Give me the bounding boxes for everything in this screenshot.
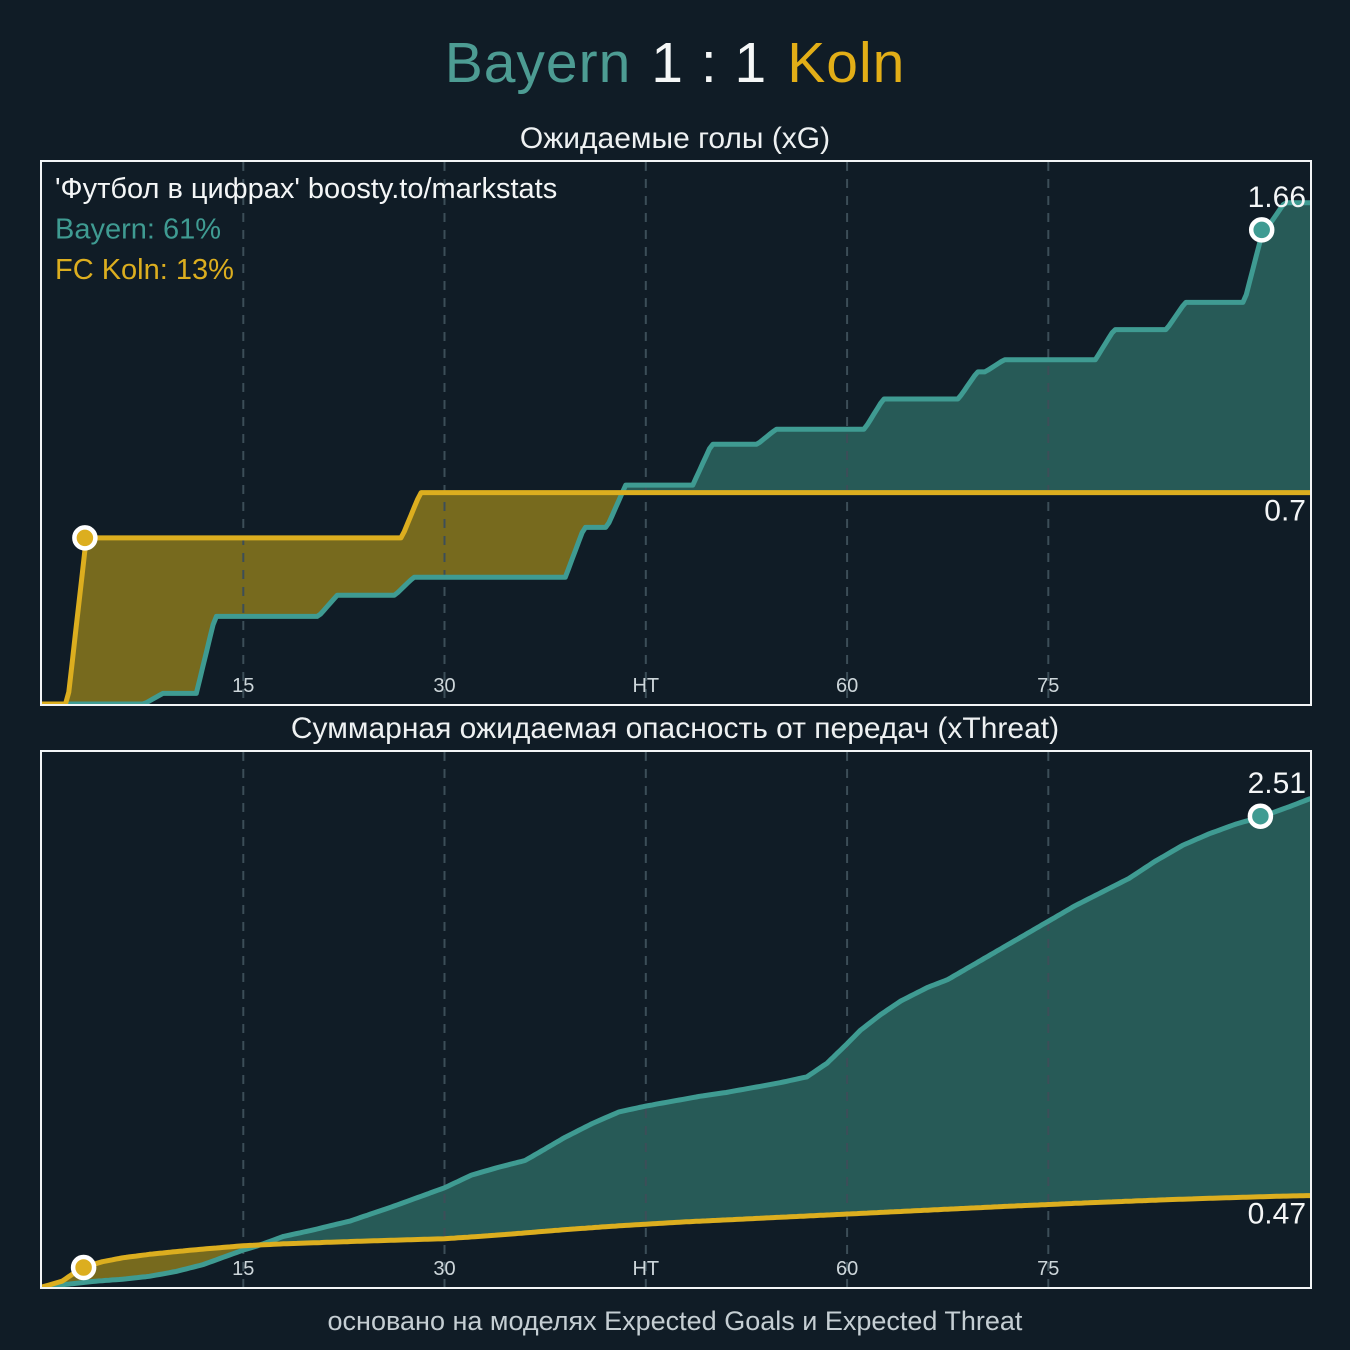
- xg-annotation-2: FC Koln: 13%: [55, 254, 234, 286]
- xthreat-koln-area-fill: [45, 1245, 257, 1287]
- xg-annotation-1: Bayern: 61%: [55, 214, 221, 246]
- xthreat-x-tick-30: 30: [433, 1258, 455, 1280]
- away-team-name: Koln: [787, 31, 906, 95]
- xg-x-tick-15: 15: [232, 675, 254, 697]
- xg-bayern-line: [42, 200, 1310, 704]
- xthreat-bayern-marker-end: [1247, 803, 1274, 829]
- xg-x-tick-60: 60: [836, 675, 858, 697]
- xg-x-tick-HT: HT: [632, 675, 659, 697]
- xg-bayern-final-value: 1.66: [1248, 181, 1306, 214]
- home-team-name: Bayern: [444, 31, 632, 95]
- xthreat-x-tick-75: 75: [1037, 1258, 1059, 1280]
- xthreat-koln-final-value: 0.47: [1248, 1198, 1306, 1231]
- xthreat-chart-title: Суммарная ожидаемая опасность от передач…: [290, 712, 1060, 745]
- xthreat-x-tick-HT: HT: [632, 1258, 659, 1280]
- xthreat-x-tick-60: 60: [836, 1258, 858, 1280]
- xg-koln-line: [42, 490, 1310, 704]
- xg-chart-panel: 15 30 HT 60 75 1.66 0.7 'Футбол в цифрах' boost…: [40, 160, 1312, 706]
- xthreat-bayern-area-fill: [42, 798, 1310, 1287]
- xthreat-bayern-final-value: 2.51: [1248, 767, 1306, 800]
- xthreat-chart-canvas: 15 30 HT 60 75 2.51 0.47: [42, 752, 1310, 1287]
- xthreat-x-tick-15: 15: [232, 1258, 254, 1280]
- xg-bayern-area-fill: [42, 202, 1310, 704]
- xg-chart-canvas: 15 30 HT 60 75 1.66 0.7 'Футбол в цифрах' boost…: [42, 162, 1310, 704]
- xg-annotation-0: 'Футбол в цифрах' boosty.to/markstats: [55, 173, 557, 205]
- xg-x-tick-75: 75: [1037, 675, 1059, 697]
- footer-note: основано на моделях Expected Goals и Exp…: [327, 1306, 1023, 1336]
- xg-x-tick-30: 30: [433, 675, 455, 697]
- xg-koln-area-fill: [68, 492, 620, 704]
- match-title: Bayern 1 : 1 Koln: [0, 30, 1350, 96]
- match-score: 1 : 1: [651, 31, 768, 95]
- xthreat-koln-marker-start: [70, 1254, 97, 1281]
- xthreat-chart-panel: 15 30 HT 60 75 2.51 0.47: [40, 750, 1312, 1289]
- xg-koln-final-value: 0.7: [1264, 495, 1306, 528]
- xg-koln-marker-start: [72, 525, 98, 551]
- xthreat-koln-line: [42, 1193, 1310, 1287]
- xg-chart-title: Ожидаемые голы (xG): [519, 122, 831, 155]
- xg-bayern-marker-end: [1248, 217, 1275, 243]
